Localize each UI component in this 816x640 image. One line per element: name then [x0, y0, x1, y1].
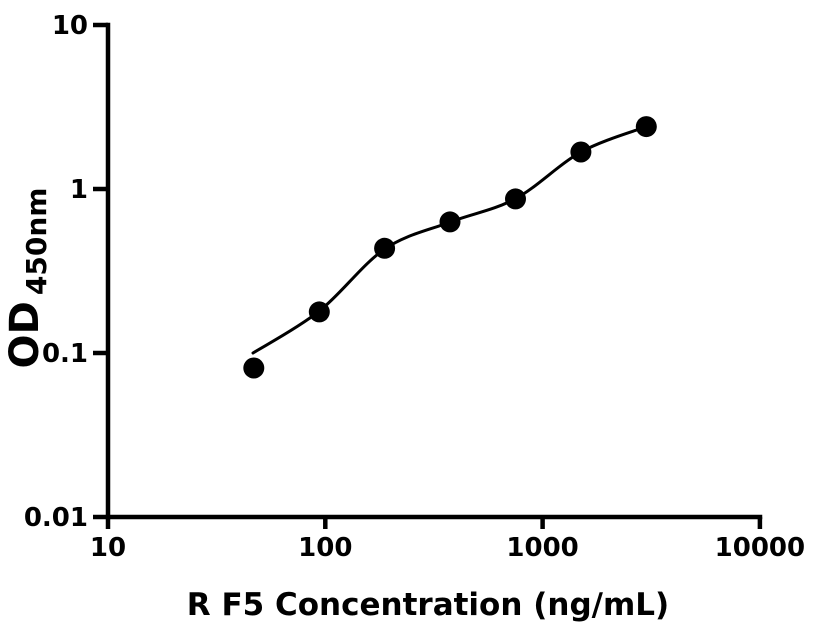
x-tick-label: 10: [90, 533, 126, 563]
data-point-marker: [374, 237, 396, 259]
data-point-marker: [308, 301, 330, 323]
x-axis: 10 100 1000 10000: [90, 514, 805, 563]
x-axis-ticks: [105, 517, 763, 529]
data-point-marker: [570, 141, 592, 163]
y-axis-title-main: OD: [2, 301, 48, 368]
y-axis-title: OD 450nm: [2, 188, 53, 369]
y-axis-title-subscript: 450nm: [20, 188, 53, 296]
data-point-marker: [243, 357, 265, 379]
data-point-marker: [505, 188, 526, 210]
data-points: [243, 116, 657, 379]
y-tick-label: 0.01: [24, 503, 88, 533]
x-tick-label: 1000: [506, 533, 578, 563]
x-tick-label: 100: [298, 533, 352, 563]
y-axis: 0.01 0.1 1 10: [24, 11, 111, 533]
x-tick-label: 10000: [715, 533, 805, 563]
data-point-marker: [439, 211, 461, 233]
y-axis-tick-labels: 0.01 0.1 1 10: [24, 11, 88, 533]
x-axis-tick-labels: 10 100 1000 10000: [90, 533, 805, 563]
y-axis-ticks: [93, 22, 108, 520]
x-axis-title: R F5 Concentration (ng/mL): [187, 587, 669, 623]
y-tick-label: 0.1: [42, 339, 88, 369]
y-tick-label: 1: [70, 175, 88, 205]
data-point-marker: [635, 116, 657, 138]
y-tick-label: 10: [52, 11, 88, 41]
